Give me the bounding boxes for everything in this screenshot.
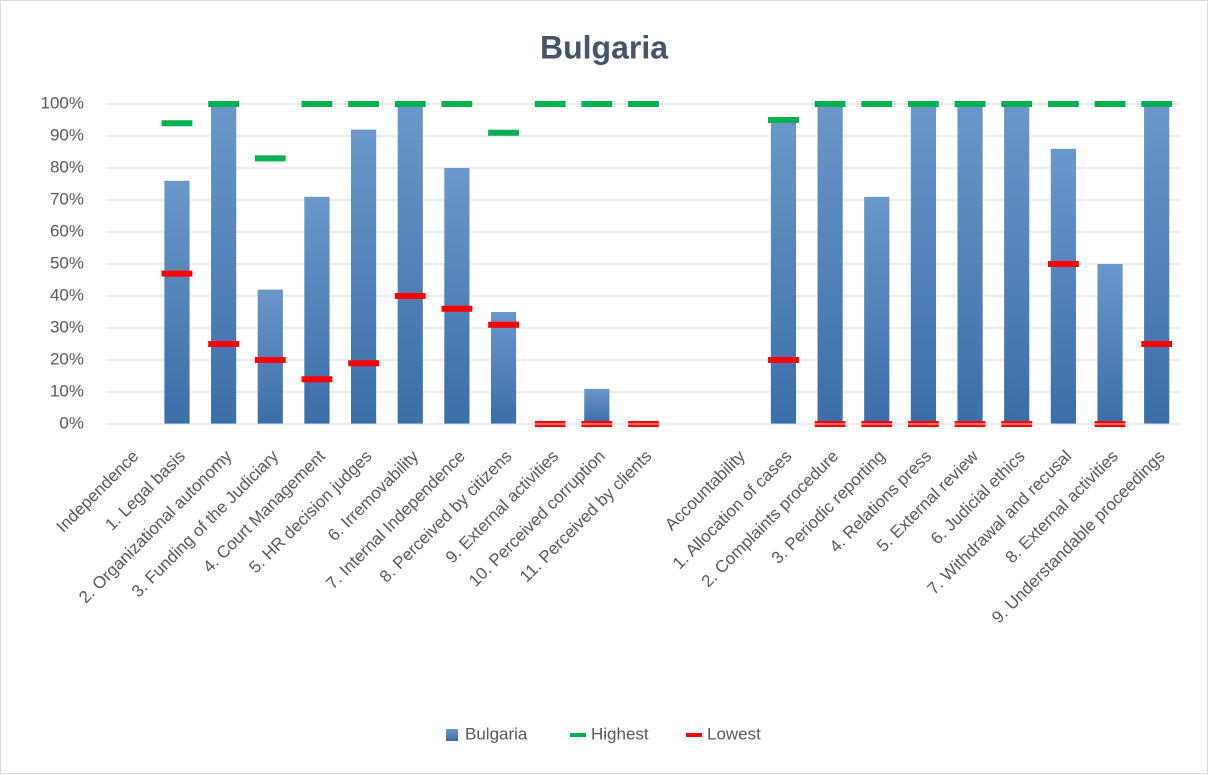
bar [584,388,610,424]
y-tick-label: 30% [50,317,84,336]
y-tick-label: 80% [50,157,84,176]
legend-label: Bulgaria [465,724,528,743]
bar [397,104,423,424]
y-tick-label: 90% [50,125,84,144]
y-tick-label: 10% [50,381,84,400]
bar [817,104,843,424]
y-tick-label: 40% [50,285,84,304]
legend-swatch [446,729,458,741]
bar [770,120,797,424]
bar [257,289,283,424]
bar [1004,104,1030,424]
bar [1097,264,1123,424]
y-tick-label: 0% [59,413,84,432]
bar [304,196,330,424]
y-tick-label: 70% [50,189,84,208]
bar [490,312,517,424]
bar [211,104,237,424]
y-tick-label: 50% [50,253,84,272]
bar [1144,104,1170,424]
y-tick-label: 60% [50,221,84,240]
bar [350,129,377,424]
legend-label: Highest [591,724,649,743]
y-tick-label: 20% [50,349,84,368]
bar [164,180,190,424]
bar [1050,148,1076,425]
bar [864,196,890,424]
bar [910,104,937,424]
y-tick-label: 100% [41,93,84,112]
chart-title: Bulgaria [540,29,668,65]
legend-label: Lowest [707,724,761,743]
bar [957,104,983,424]
bar [444,168,470,424]
